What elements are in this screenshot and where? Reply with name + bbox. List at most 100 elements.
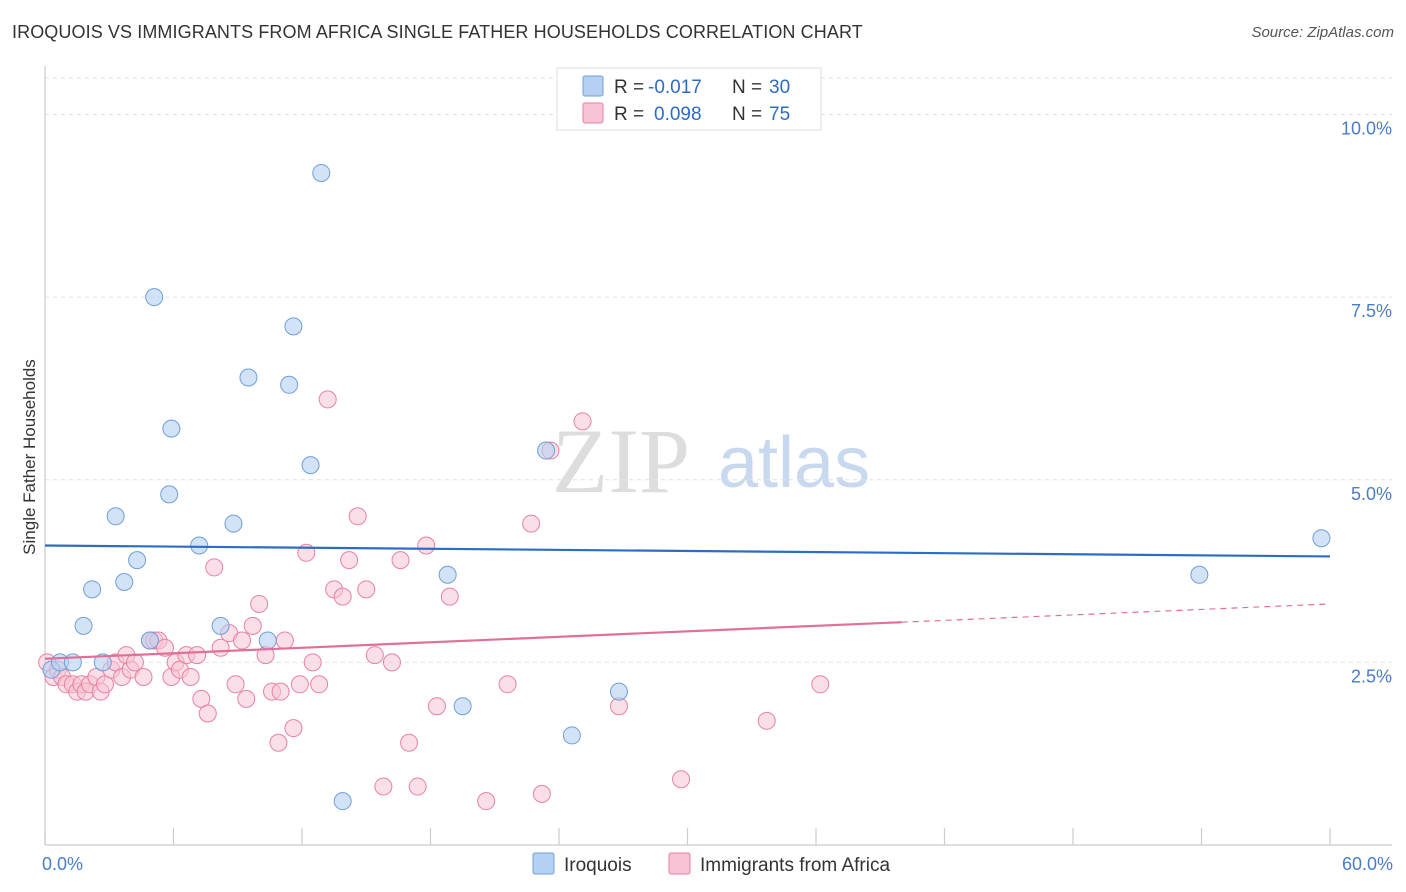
y-tick-label: 10.0% [1341,119,1392,139]
data-point-africa [205,558,224,577]
data-point-africa [125,653,144,672]
axes [44,66,1392,846]
data-point-iroquois [211,616,230,635]
data-point-africa [155,638,174,657]
data-point-africa [198,704,217,723]
data-point-africa [348,507,367,526]
source-label: Source: ZipAtlas.com [1251,24,1394,41]
data-point-africa [427,697,446,716]
data-point-africa [573,412,592,431]
data-point-iroquois [438,565,457,584]
data-point-africa [310,675,329,694]
data-point-africa [365,646,384,665]
data-point-iroquois [93,653,112,672]
correlation-legend: R = -0.017 N = 30 R = 0.098 N = 75 [556,67,822,131]
trend-line-africa [44,621,902,660]
data-point-iroquois [160,485,179,504]
series-legend: Iroquois Immigrants from Africa [532,852,890,876]
data-point-iroquois [140,631,159,650]
data-point-africa [333,587,352,606]
data-point-africa [382,653,401,672]
data-point-iroquois [453,697,472,716]
data-point-africa [498,675,517,694]
data-point-africa [134,667,153,686]
y-tick-label: 2.5% [1351,666,1392,686]
watermark-atlas: atlas [718,423,870,503]
legend-r-label-2: R = [614,104,644,125]
legend-swatch-africa [582,102,604,124]
x-tick-label: 0.0% [42,854,83,874]
y-tick-label: 7.5% [1351,301,1392,321]
data-point-africa [400,733,419,752]
data-point-africa [672,770,691,789]
data-point-iroquois [115,573,134,592]
data-point-iroquois [280,375,299,394]
data-point-iroquois [145,288,164,307]
series-immigrants-from-africa [38,390,830,811]
data-point-iroquois [74,616,93,635]
legend-n-value-2: 75 [769,104,790,125]
x-tick-label: 60.0% [1342,854,1393,874]
x-tick-labels: 0.0% 60.0% [42,854,1393,874]
data-point-africa [532,784,551,803]
data-point-africa [357,580,376,599]
data-point-iroquois [162,419,181,438]
bottom-legend-label-iroquois: Iroquois [564,855,632,876]
data-point-iroquois [312,163,331,182]
data-point-africa [233,631,252,650]
legend-n-label-2: N = [732,104,762,125]
data-point-africa [226,675,245,694]
data-point-africa [275,631,294,650]
data-point-iroquois [224,514,243,533]
data-point-africa [271,682,290,701]
data-point-africa [284,719,303,738]
data-point-africa [391,551,410,570]
data-point-africa [757,711,776,730]
data-point-africa [211,638,230,657]
data-point-africa [440,587,459,606]
data-point-africa [303,653,322,672]
data-point-africa [340,551,359,570]
data-point-iroquois [239,368,258,387]
data-point-iroquois [258,631,277,650]
bottom-legend-swatch-iroquois [532,852,555,875]
legend-r-value-2: 0.098 [654,104,702,125]
data-point-iroquois [537,441,556,460]
legend-n-label-1: N = [732,77,762,98]
data-point-iroquois [83,580,102,599]
trend-lines [44,544,1331,660]
data-point-iroquois [1312,529,1331,548]
data-point-africa [237,689,256,708]
trend-line-africa-extension [901,603,1331,623]
chart-title: IROQUOIS VS IMMIGRANTS FROM AFRICA SINGL… [12,22,863,42]
data-point-africa [522,514,541,533]
y-axis-label: Single Father Households [20,359,39,555]
data-point-africa [408,777,427,796]
bottom-legend-label-africa: Immigrants from Africa [700,855,890,876]
data-point-africa [181,667,200,686]
data-point-iroquois [128,551,147,570]
legend-swatch-iroquois [582,75,604,97]
data-point-iroquois [562,726,581,745]
data-point-iroquois [609,682,628,701]
data-point-iroquois [301,456,320,475]
series-iroquois [42,163,1331,811]
bottom-legend-swatch-africa [668,852,691,875]
data-point-iroquois [106,507,125,526]
y-tick-label: 5.0% [1351,484,1392,504]
legend-r-label-1: R = [614,77,644,98]
data-point-iroquois [190,536,209,555]
data-point-iroquois [284,317,303,336]
y-tick-labels: 2.5% 5.0% 7.5% 10.0% [1341,119,1392,687]
watermark-zip: ZIP [552,410,690,512]
data-point-africa [374,777,393,796]
legend-r-value-1: -0.017 [648,77,702,98]
data-point-africa [417,536,436,555]
data-point-africa [243,616,262,635]
data-point-africa [318,390,337,409]
data-point-africa [290,675,309,694]
data-point-africa [811,675,830,694]
trend-line-iroquois [44,544,1331,558]
data-point-africa [250,594,269,613]
